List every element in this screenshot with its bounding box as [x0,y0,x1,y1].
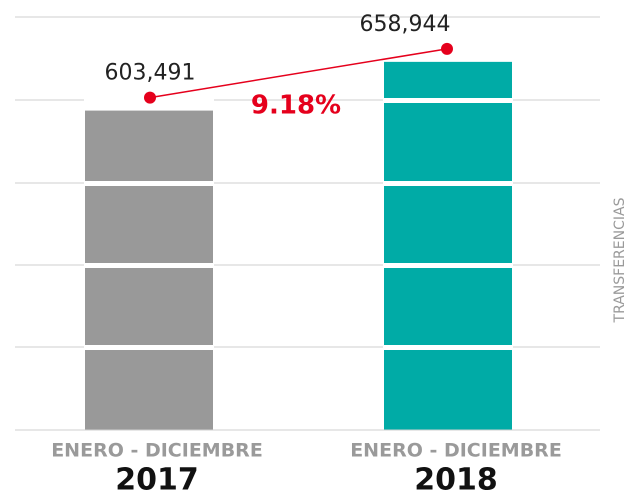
x-period-label: ENERO - DICIEMBRE [350,440,562,462]
x-tick-label: 2017 [115,463,199,495]
bar-gap [383,181,513,186]
trend-dot [144,91,156,104]
y-axis-label: TRANSFERENCIAS [612,197,628,323]
bar [85,110,213,430]
trend-line [149,48,448,99]
bar-gap [84,181,214,186]
bar-gap [383,345,513,350]
bar-gap [84,345,214,350]
value-label: 658,944 [360,12,451,37]
bar-gap [84,263,214,268]
trend-dot [441,42,453,55]
bar-gap [383,98,513,103]
x-tick-label: 2018 [414,463,498,495]
annotation: 9.18% [251,91,341,121]
x-period-label: ENERO - DICIEMBRE [51,440,263,462]
bar-gap [383,263,513,268]
value-label: 603,491 [105,61,196,86]
bar [384,61,512,430]
